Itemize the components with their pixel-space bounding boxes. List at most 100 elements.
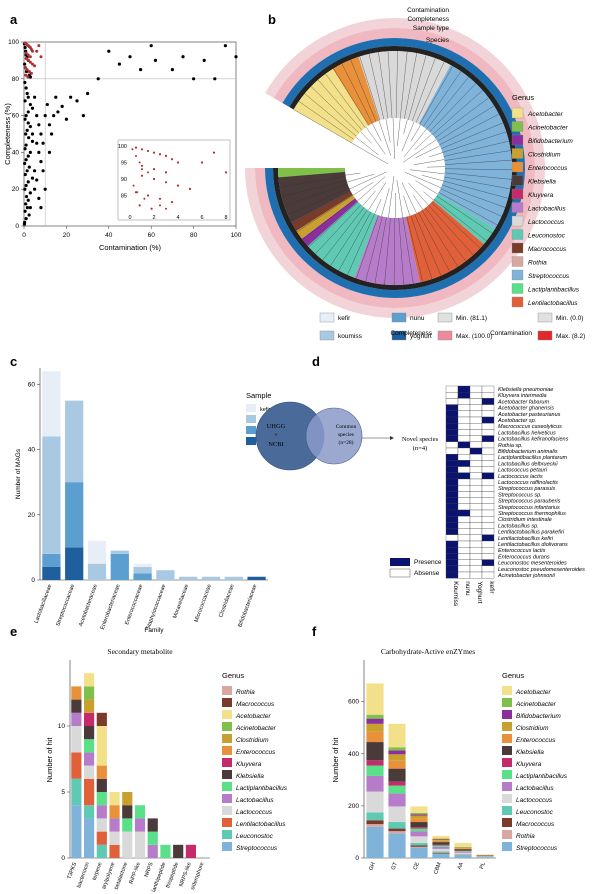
- heatmap-row-label: Lactococcus lactis: [498, 474, 543, 480]
- bar-segment: [476, 855, 494, 856]
- x-tick-label: Lactobacillaceae: [34, 584, 54, 625]
- scatter-point: [96, 77, 100, 81]
- inset-point: [147, 171, 149, 174]
- x-tick-label: Staphylococcaceae: [145, 584, 167, 631]
- y-axis-label-e: Number of hit: [45, 737, 54, 783]
- inset-point: [164, 171, 168, 174]
- bar-segment: [96, 805, 107, 819]
- y-axis-ticks-c: 0 20 40 60: [28, 381, 40, 584]
- heatmap-cell: [481, 435, 495, 442]
- scatter-point: [25, 206, 29, 210]
- venn-label-uhgg: UHGG: [267, 423, 286, 430]
- bar-segment: [388, 723, 406, 748]
- tree-branch: [424, 200, 474, 256]
- genus-legend-label: Kluyvera: [528, 192, 554, 199]
- sample-legend-label: kefir: [338, 315, 351, 322]
- chart-title-f: Carbohydrate-Active enZYmes: [381, 647, 475, 656]
- sample-legend-label: kefir: [260, 407, 271, 413]
- genus-legend-swatch: [502, 686, 512, 695]
- scatter-point: [35, 141, 39, 145]
- genus-legend-swatch: [222, 698, 232, 707]
- scatter-point: [23, 45, 27, 50]
- genus-sector-leuconostoc: [432, 193, 496, 245]
- heatmap-col-label: nunu: [464, 581, 471, 596]
- heatmap-cell: [481, 398, 495, 405]
- genus-legend-swatch: [511, 242, 524, 254]
- inset-x-tick-label: 2: [152, 215, 155, 221]
- scatter-point: [27, 136, 31, 140]
- heatmap-cell: [457, 540, 471, 548]
- heatmap-cell: [481, 485, 495, 492]
- scatter-point: [24, 86, 28, 90]
- panel-letter-d: d: [312, 354, 320, 369]
- heatmap-cell: [457, 571, 471, 579]
- genus-legend-label: Macrococcus: [516, 821, 555, 828]
- heatmap-cell: [481, 534, 495, 542]
- bar-segment: [410, 847, 428, 858]
- inset-point: [200, 161, 204, 164]
- bar-segment: [96, 831, 107, 845]
- x-tick-label: siderophore: [190, 862, 206, 891]
- x-tick-label-a: 40: [105, 232, 113, 239]
- genus-legend-label: Leuconostoc: [528, 233, 566, 240]
- inset-x-tick-label: 4: [176, 215, 179, 221]
- genus-legend-swatch: [502, 734, 512, 743]
- genus-legend-swatch: [502, 746, 512, 755]
- tree-branches-b: [278, 51, 512, 285]
- heatmap-cell: [469, 478, 483, 486]
- sample-legend-swatch: [246, 437, 256, 445]
- inset-y-tick-label: 95: [121, 161, 127, 167]
- tree-branch: [392, 118, 395, 160]
- heatmap-cell: [481, 454, 495, 461]
- bar-segment: [388, 760, 406, 769]
- heatmap-cell: [469, 466, 483, 473]
- heatmap-cell: [457, 423, 471, 430]
- scatter-point: [22, 222, 27, 226]
- scatter-point-highlight: [39, 55, 43, 59]
- legend-presence-label: Presence: [414, 559, 442, 566]
- heatmap-row-label: Leuconostoc pseudomesenteroides: [498, 567, 585, 573]
- genus-legend-swatch: [511, 256, 524, 267]
- scatter-point: [28, 102, 32, 107]
- scatter-point: [52, 114, 56, 118]
- scatter-point: [43, 187, 47, 191]
- heatmap-cell: [481, 416, 495, 424]
- completeness-min-swatch: [437, 312, 453, 323]
- heatmap-row-label: Lactococcus raffinolactis: [498, 480, 558, 486]
- bar-segment: [388, 806, 406, 823]
- scatter-point: [33, 187, 37, 191]
- tree-branch: [403, 195, 411, 216]
- y-axis-ticks-f: 0 200 400 600: [348, 699, 364, 862]
- scatter-point-highlight: [24, 57, 28, 61]
- heatmap-cell: [457, 516, 471, 523]
- scatter-point: [23, 161, 27, 166]
- bar-segment: [454, 850, 472, 851]
- sample-legend-swatch: [391, 312, 407, 323]
- heatmap-row-label: Lactobacillus sp.: [498, 523, 539, 529]
- bar-segment: [388, 781, 406, 786]
- heatmap-cell: [469, 485, 483, 492]
- genus-legend-swatch: [511, 121, 524, 132]
- bar-segment: [366, 731, 384, 743]
- sample-legend-b: kefir koumiss nunu yoghurt: [319, 312, 432, 341]
- bar-segment: [410, 831, 428, 837]
- x-tick-label: PL: [479, 862, 487, 870]
- inset-point: [152, 168, 156, 171]
- heatmap-cell: [469, 441, 483, 449]
- tree-branch: [421, 175, 444, 182]
- heatmap-cell: [457, 528, 471, 535]
- inset-point: [188, 187, 192, 190]
- inset-point: [140, 174, 144, 177]
- scatter-points-a: [22, 41, 238, 226]
- heatmap-cell: [457, 447, 471, 455]
- bar-segment: [147, 818, 158, 832]
- heatmap-cell: [457, 559, 471, 566]
- x-axis-ticks-a: 0 20 40 60 80 100: [22, 226, 242, 239]
- x-tick-label: bacteriocin: [76, 862, 91, 889]
- panel-e-stacked-bar: Secondary metabolite 0 5 10 T3PKSbacterioc…: [45, 647, 288, 893]
- heatmap-cell: [457, 392, 471, 399]
- scatter-point: [27, 165, 31, 169]
- heatmap-cell: [445, 429, 459, 436]
- heatmap-row-label: Acinetobacter johnsonii: [497, 573, 556, 579]
